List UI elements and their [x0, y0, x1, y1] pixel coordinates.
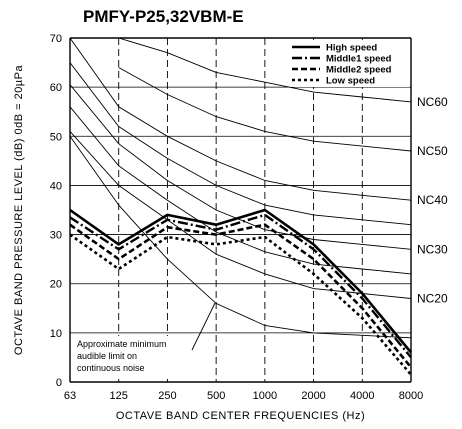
y-tick-label: 10 — [50, 328, 62, 340]
nc-curve-nc_extra2 — [70, 106, 411, 275]
nc-label: NC60 — [417, 95, 448, 109]
x-tick-label: 500 — [207, 390, 225, 402]
y-tick-label: 70 — [50, 33, 62, 45]
axis-labels: 0 10 20 30 40 50 60 70 63 125 250 500 1000 2000 4000 80… — [13, 33, 448, 422]
series-low-speed — [69, 233, 412, 376]
y-tick-label: 40 — [50, 180, 62, 192]
chart-title: PMFY-P25,32VBM-E — [83, 7, 244, 26]
y-tick-label: 30 — [50, 230, 62, 242]
nc-curve-nc40 — [70, 38, 411, 201]
min-audible-line — [69, 136, 412, 339]
legend-label: High speed — [326, 43, 377, 54]
nc-curve-nc_extra1 — [70, 62, 411, 226]
y-tick-label: 0 — [56, 377, 62, 389]
speed-series — [69, 208, 413, 376]
annotation: Approximate minimum audible limit on conti… — [73, 302, 216, 377]
annotation-line: continuous noise — [77, 363, 145, 373]
nc-label: NC20 — [417, 291, 448, 305]
x-tick-label: 250 — [158, 390, 176, 402]
x-axis-label: OCTAVE BAND CENTER FREQUENCIES (Hz) — [116, 410, 365, 422]
series-middle2-speed — [69, 223, 413, 369]
x-tick-label: 63 — [64, 390, 76, 402]
nc-curve-nc50 — [118, 67, 411, 152]
y-tick-label: 60 — [50, 82, 62, 94]
series-high-speed — [69, 208, 413, 354]
grid — [69, 37, 412, 383]
legend-label: Middle1 speed — [326, 54, 392, 65]
nc-curve-nc30 — [70, 84, 411, 250]
x-tick-label: 1000 — [253, 390, 277, 402]
y-tick-label: 20 — [50, 279, 62, 291]
annotation-line: Approximate minimum — [77, 339, 167, 349]
nc-curve-nc20 — [70, 131, 411, 299]
legend-label: Low speed — [326, 76, 375, 87]
annotation-line: audible limit on — [77, 351, 137, 361]
x-tick-label: 2000 — [301, 390, 325, 402]
legend-label: Middle2 speed — [326, 65, 392, 76]
annotation-leader — [191, 302, 216, 351]
y-tick-label: 50 — [50, 131, 62, 143]
annotation-box — [73, 336, 194, 377]
nc-curve-nc60 — [118, 38, 411, 103]
series-middle1-speed — [69, 213, 412, 359]
x-tick-label: 8000 — [399, 390, 423, 402]
nc-label: NC30 — [417, 242, 448, 256]
min-audible-curve — [69, 136, 412, 339]
nc-label: NC50 — [417, 144, 448, 158]
nc-curves — [70, 38, 411, 299]
y-axis-label: OCTAVE BAND PRESSURE LEVEL (dB) 0dB = 20… — [13, 65, 25, 356]
x-tick-label: 125 — [110, 390, 128, 402]
x-tick-label: 4000 — [350, 390, 374, 402]
nc-label: NC40 — [417, 193, 448, 207]
